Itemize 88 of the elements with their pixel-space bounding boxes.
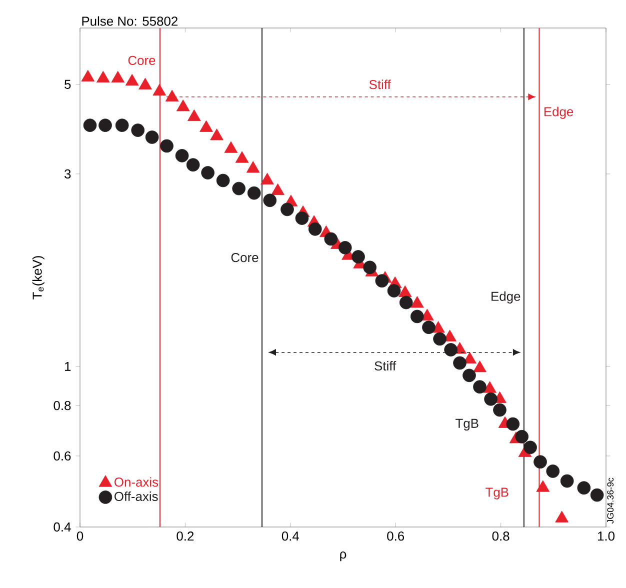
point <box>387 284 401 298</box>
point <box>152 84 166 96</box>
annotation: TgB <box>486 488 508 500</box>
point <box>444 343 458 356</box>
point <box>363 260 377 274</box>
point <box>534 455 547 469</box>
point <box>83 118 97 132</box>
x-axis-title: ρ <box>340 552 346 562</box>
point <box>125 74 139 86</box>
point <box>160 139 174 153</box>
point <box>590 488 604 502</box>
point <box>560 474 574 488</box>
point <box>186 158 200 172</box>
point <box>271 183 284 196</box>
point <box>247 186 261 200</box>
point <box>216 174 230 188</box>
point <box>131 124 145 137</box>
annotation: TgB <box>456 418 478 431</box>
point <box>338 240 352 254</box>
x-tick-label: 1.0 <box>598 532 615 541</box>
point <box>111 70 125 83</box>
point <box>176 100 190 112</box>
point <box>175 148 189 162</box>
point <box>280 202 294 216</box>
point <box>493 403 506 417</box>
point <box>473 380 486 394</box>
chart-title: Pulse No: 55802 <box>82 16 178 26</box>
point <box>506 417 520 431</box>
y-tick-label: 0.4 <box>54 522 71 532</box>
point <box>524 440 537 454</box>
point <box>546 464 560 478</box>
point <box>232 182 246 196</box>
ref-line-label: Core <box>128 56 156 66</box>
point <box>260 172 274 184</box>
x-tick-label: 0.2 <box>176 532 194 541</box>
point <box>483 381 496 393</box>
y-tick-label: 3 <box>64 169 71 179</box>
point <box>462 368 476 382</box>
y-tick-label: 0.6 <box>54 451 71 461</box>
point <box>81 70 95 82</box>
point <box>235 151 249 163</box>
point <box>484 392 498 406</box>
point <box>246 161 260 173</box>
point <box>577 481 591 495</box>
ref-line-label: Edge <box>544 106 574 119</box>
point <box>433 332 446 346</box>
point <box>555 510 568 522</box>
point <box>200 120 213 132</box>
point <box>398 285 412 298</box>
ref-line-label: Core <box>231 252 258 262</box>
point <box>399 296 413 310</box>
y-tick-label: 5 <box>64 80 71 89</box>
point <box>295 212 309 225</box>
y-tick-label: 0.8 <box>54 400 71 410</box>
point <box>515 430 529 444</box>
text: JG04.36-9c <box>607 478 614 524</box>
point <box>410 296 424 308</box>
annotation: Stiff <box>369 80 391 90</box>
legend-label: Off-axis <box>114 492 158 502</box>
point <box>263 194 277 208</box>
point <box>536 480 550 492</box>
point <box>410 310 424 324</box>
y-tick-label: 1 <box>65 362 71 371</box>
point <box>224 141 238 153</box>
annotation: Stiff <box>374 361 396 371</box>
point <box>352 250 365 264</box>
x-tick-label: 0.4 <box>282 532 300 541</box>
point <box>210 128 224 140</box>
point <box>187 109 201 122</box>
point <box>115 118 129 132</box>
y-axis-title: T$_{e}$(keV) <box>32 256 44 300</box>
point <box>375 274 389 288</box>
point <box>96 70 110 83</box>
point <box>201 166 214 180</box>
point <box>98 118 112 132</box>
x-tick-label: 0.6 <box>387 532 404 541</box>
point <box>473 360 486 372</box>
legend-label: On-axis <box>114 477 158 487</box>
ref-line-label: Edge <box>492 291 520 304</box>
point <box>422 320 436 334</box>
point <box>138 78 152 90</box>
x-tick-label: 0.8 <box>492 532 510 541</box>
point <box>308 222 322 236</box>
point <box>453 356 466 370</box>
point <box>145 130 159 144</box>
point <box>324 232 338 246</box>
x-tick-label: 0 <box>76 532 84 541</box>
point <box>463 352 476 364</box>
